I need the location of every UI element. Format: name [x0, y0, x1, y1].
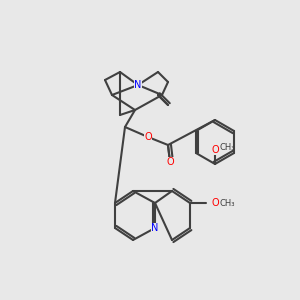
Text: CH₃: CH₃: [220, 142, 236, 152]
Text: N: N: [151, 223, 159, 233]
Text: N: N: [134, 80, 142, 90]
Text: O: O: [211, 198, 219, 208]
Text: O: O: [211, 145, 219, 155]
Text: CH₃: CH₃: [219, 199, 235, 208]
Text: O: O: [166, 157, 174, 167]
Text: O: O: [144, 132, 152, 142]
